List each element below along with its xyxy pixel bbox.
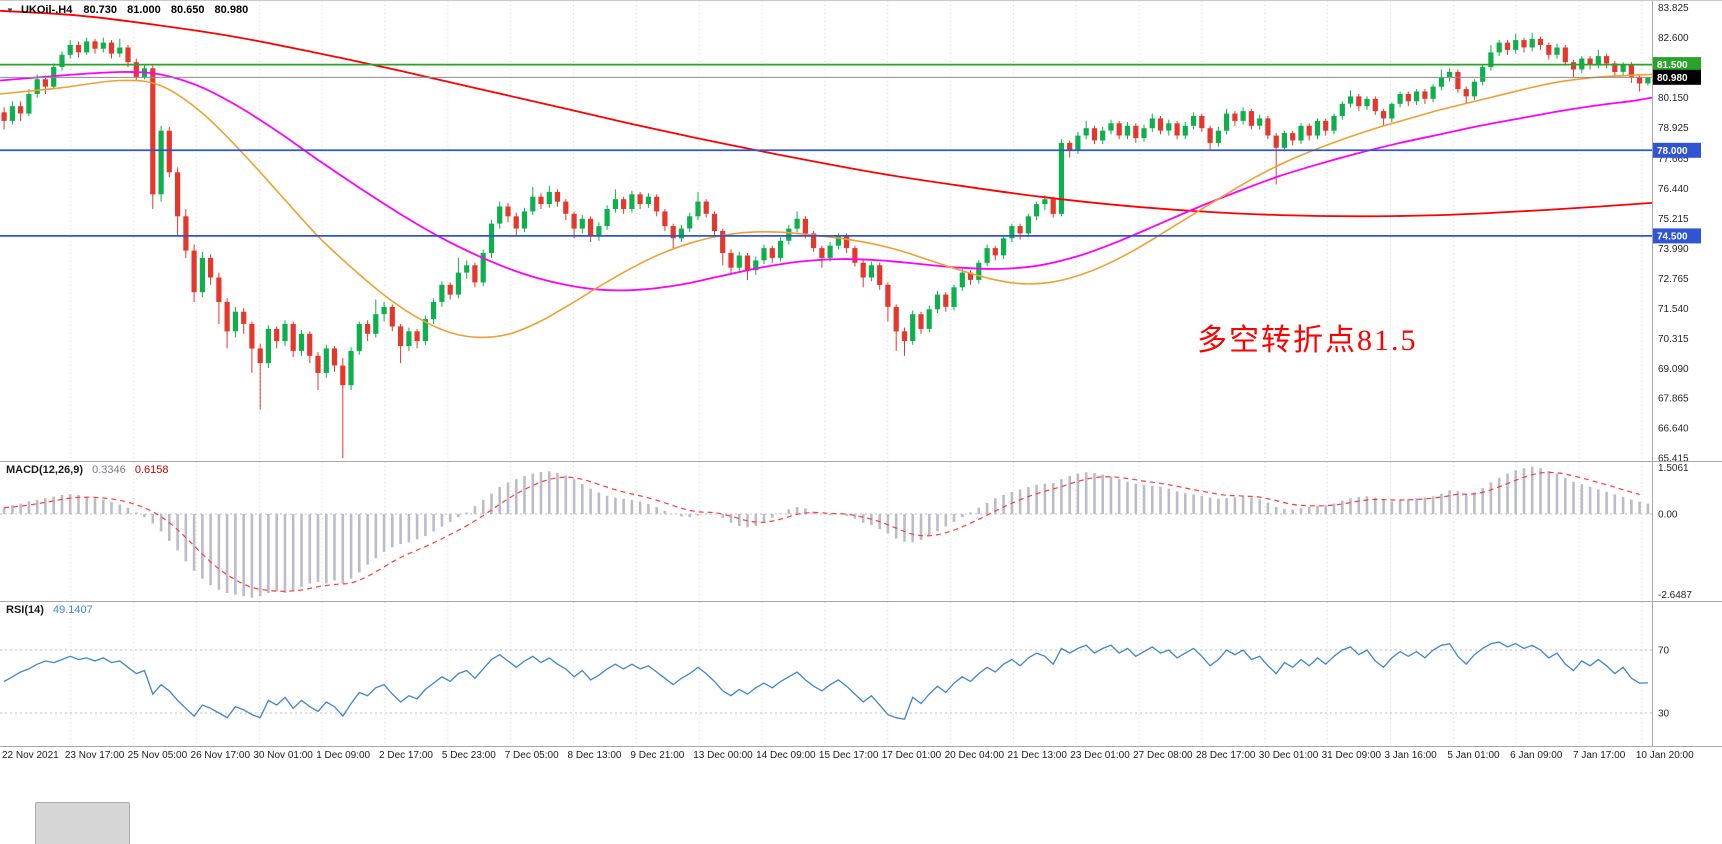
time-label: 5 Dec 23:00 xyxy=(441,750,496,761)
time-label: 23 Nov 17:00 xyxy=(64,750,125,761)
rsi-gridlines xyxy=(70,602,1643,746)
ohlc-close: 80.980 xyxy=(214,4,249,16)
price-gridlines xyxy=(70,1,1643,461)
time-label: 3 Jan 16:00 xyxy=(1384,750,1437,761)
svg-text:81.500: 81.500 xyxy=(1657,60,1688,71)
price-chart-canvas[interactable]: 83.82582.60081.37580.15078.92577.66576.4… xyxy=(0,1,1722,461)
time-label: 14 Dec 09:00 xyxy=(756,750,816,761)
time-axis[interactable]: 22 Nov 2021 23 Nov 17:00 25 Nov 05:00 26 No… xyxy=(0,746,1722,776)
svg-text:65.415: 65.415 xyxy=(1658,454,1689,461)
ohlc-open: 80.730 xyxy=(83,4,118,16)
rsi-line xyxy=(3,641,1648,721)
ma-long-red xyxy=(0,9,1653,218)
macd-axis-ticks: 1.5061 0.00 -2.6487 xyxy=(1658,463,1692,601)
ohlc-low: 80.650 xyxy=(170,4,205,16)
macd-label: MACD(12,26,9) 0.3346 0.6158 xyxy=(6,464,168,476)
svg-text:67.865: 67.865 xyxy=(1658,394,1689,405)
macd-chart-canvas[interactable]: 1.5061 0.00 -2.6487 xyxy=(0,462,1722,601)
time-label: 15 Dec 17:00 xyxy=(818,750,879,761)
time-label: 25 Nov 05:00 xyxy=(127,750,188,761)
macd-value-signal: 0.6158 xyxy=(134,464,169,476)
time-label: 20 Dec 04:00 xyxy=(944,750,1005,761)
macd-gridlines xyxy=(70,462,1643,601)
svg-text:80.150: 80.150 xyxy=(1658,93,1689,104)
rsi-value: 49.1407 xyxy=(52,604,93,616)
panel-separator xyxy=(0,461,1722,462)
svg-text:75.215: 75.215 xyxy=(1658,214,1689,225)
price-badges: 81.500 78.000 74.500 80.980 xyxy=(1653,57,1701,244)
time-label: 1 Dec 09:00 xyxy=(316,750,371,761)
time-label: 17 Dec 01:00 xyxy=(881,750,942,761)
panel-separator xyxy=(0,601,1722,602)
macd-value-main: 0.3346 xyxy=(92,464,126,476)
price-axis-border xyxy=(1652,1,1653,746)
time-label: 6 Jan 09:00 xyxy=(1510,750,1563,761)
time-label: 31 Dec 09:00 xyxy=(1321,750,1382,761)
time-label: 7 Dec 05:00 xyxy=(504,750,559,761)
ohlc-high: 81.000 xyxy=(127,4,161,16)
macd-name: MACD(12,26,9) xyxy=(6,464,84,476)
chart-title: ▼ UKOil-.H4 80.730 81.000 80.650 80.980 xyxy=(6,4,255,16)
rsi-chart-canvas[interactable]: 70 30 xyxy=(0,602,1722,746)
time-label: 8 Dec 13:00 xyxy=(567,750,622,761)
macd-signal-line xyxy=(4,471,1640,592)
svg-text:80.980: 80.980 xyxy=(1657,73,1688,84)
time-label: 27 Dec 08:00 xyxy=(1133,750,1193,761)
svg-text:73.990: 73.990 xyxy=(1658,244,1689,255)
price-axis-ticks: 83.82582.60081.37580.15078.92577.66576.4… xyxy=(1658,3,1689,461)
rsi-name: RSI(14) xyxy=(6,604,44,616)
time-label: 9 Dec 21:00 xyxy=(630,750,685,761)
svg-text:78.000: 78.000 xyxy=(1657,146,1688,157)
svg-text:78.925: 78.925 xyxy=(1658,123,1689,134)
ma-fast-orange xyxy=(0,73,1653,339)
time-label: 26 Nov 17:00 xyxy=(190,750,251,761)
svg-text:66.640: 66.640 xyxy=(1658,424,1689,435)
candles-layer xyxy=(1,32,1651,459)
symbol-label: UKOil-.H4 xyxy=(20,4,73,16)
time-label: 22 Nov 2021 xyxy=(2,750,59,761)
time-label: 28 Dec 17:00 xyxy=(1195,750,1256,761)
time-label: 13 Dec 00:00 xyxy=(693,750,753,761)
svg-text:30: 30 xyxy=(1658,709,1670,720)
svg-text:-2.6487: -2.6487 xyxy=(1658,590,1692,601)
svg-text:77.665: 77.665 xyxy=(1658,154,1689,165)
panel-separator xyxy=(0,746,1722,747)
ma-mid-magenta xyxy=(0,71,1653,292)
time-label: 23 Dec 01:00 xyxy=(1070,750,1130,761)
svg-text:69.090: 69.090 xyxy=(1658,364,1689,375)
time-label: 7 Jan 17:00 xyxy=(1573,750,1626,761)
svg-text:83.825: 83.825 xyxy=(1658,3,1689,14)
annotation-note: 多空转折点81.5 xyxy=(1197,324,1418,357)
time-label: 30 Dec 01:00 xyxy=(1258,750,1319,761)
svg-text:70: 70 xyxy=(1658,646,1670,657)
svg-text:70.315: 70.315 xyxy=(1658,334,1689,345)
svg-text:72.765: 72.765 xyxy=(1658,274,1689,285)
time-label: 30 Nov 01:00 xyxy=(253,750,313,761)
h-scrollbar-thumb[interactable] xyxy=(35,802,130,844)
rsi-levels: 70 30 xyxy=(0,646,1670,720)
svg-text:74.500: 74.500 xyxy=(1657,231,1688,242)
symbol-dropdown-icon[interactable]: ▼ xyxy=(6,6,14,15)
svg-text:71.540: 71.540 xyxy=(1658,304,1689,315)
svg-text:0.00: 0.00 xyxy=(1658,510,1678,521)
svg-text:82.600: 82.600 xyxy=(1658,33,1689,44)
bottom-strip xyxy=(0,778,1722,844)
macd-histogram xyxy=(2,466,1650,598)
rsi-label: RSI(14) 49.1407 xyxy=(6,604,93,616)
svg-text:76.440: 76.440 xyxy=(1658,184,1689,195)
time-label: 5 Jan 01:00 xyxy=(1447,750,1500,761)
time-label: 2 Dec 17:00 xyxy=(379,750,433,761)
time-label: 21 Dec 13:00 xyxy=(1007,750,1067,761)
svg-text:1.5061: 1.5061 xyxy=(1658,463,1689,474)
time-label: 10 Jan 20:00 xyxy=(1635,750,1694,761)
